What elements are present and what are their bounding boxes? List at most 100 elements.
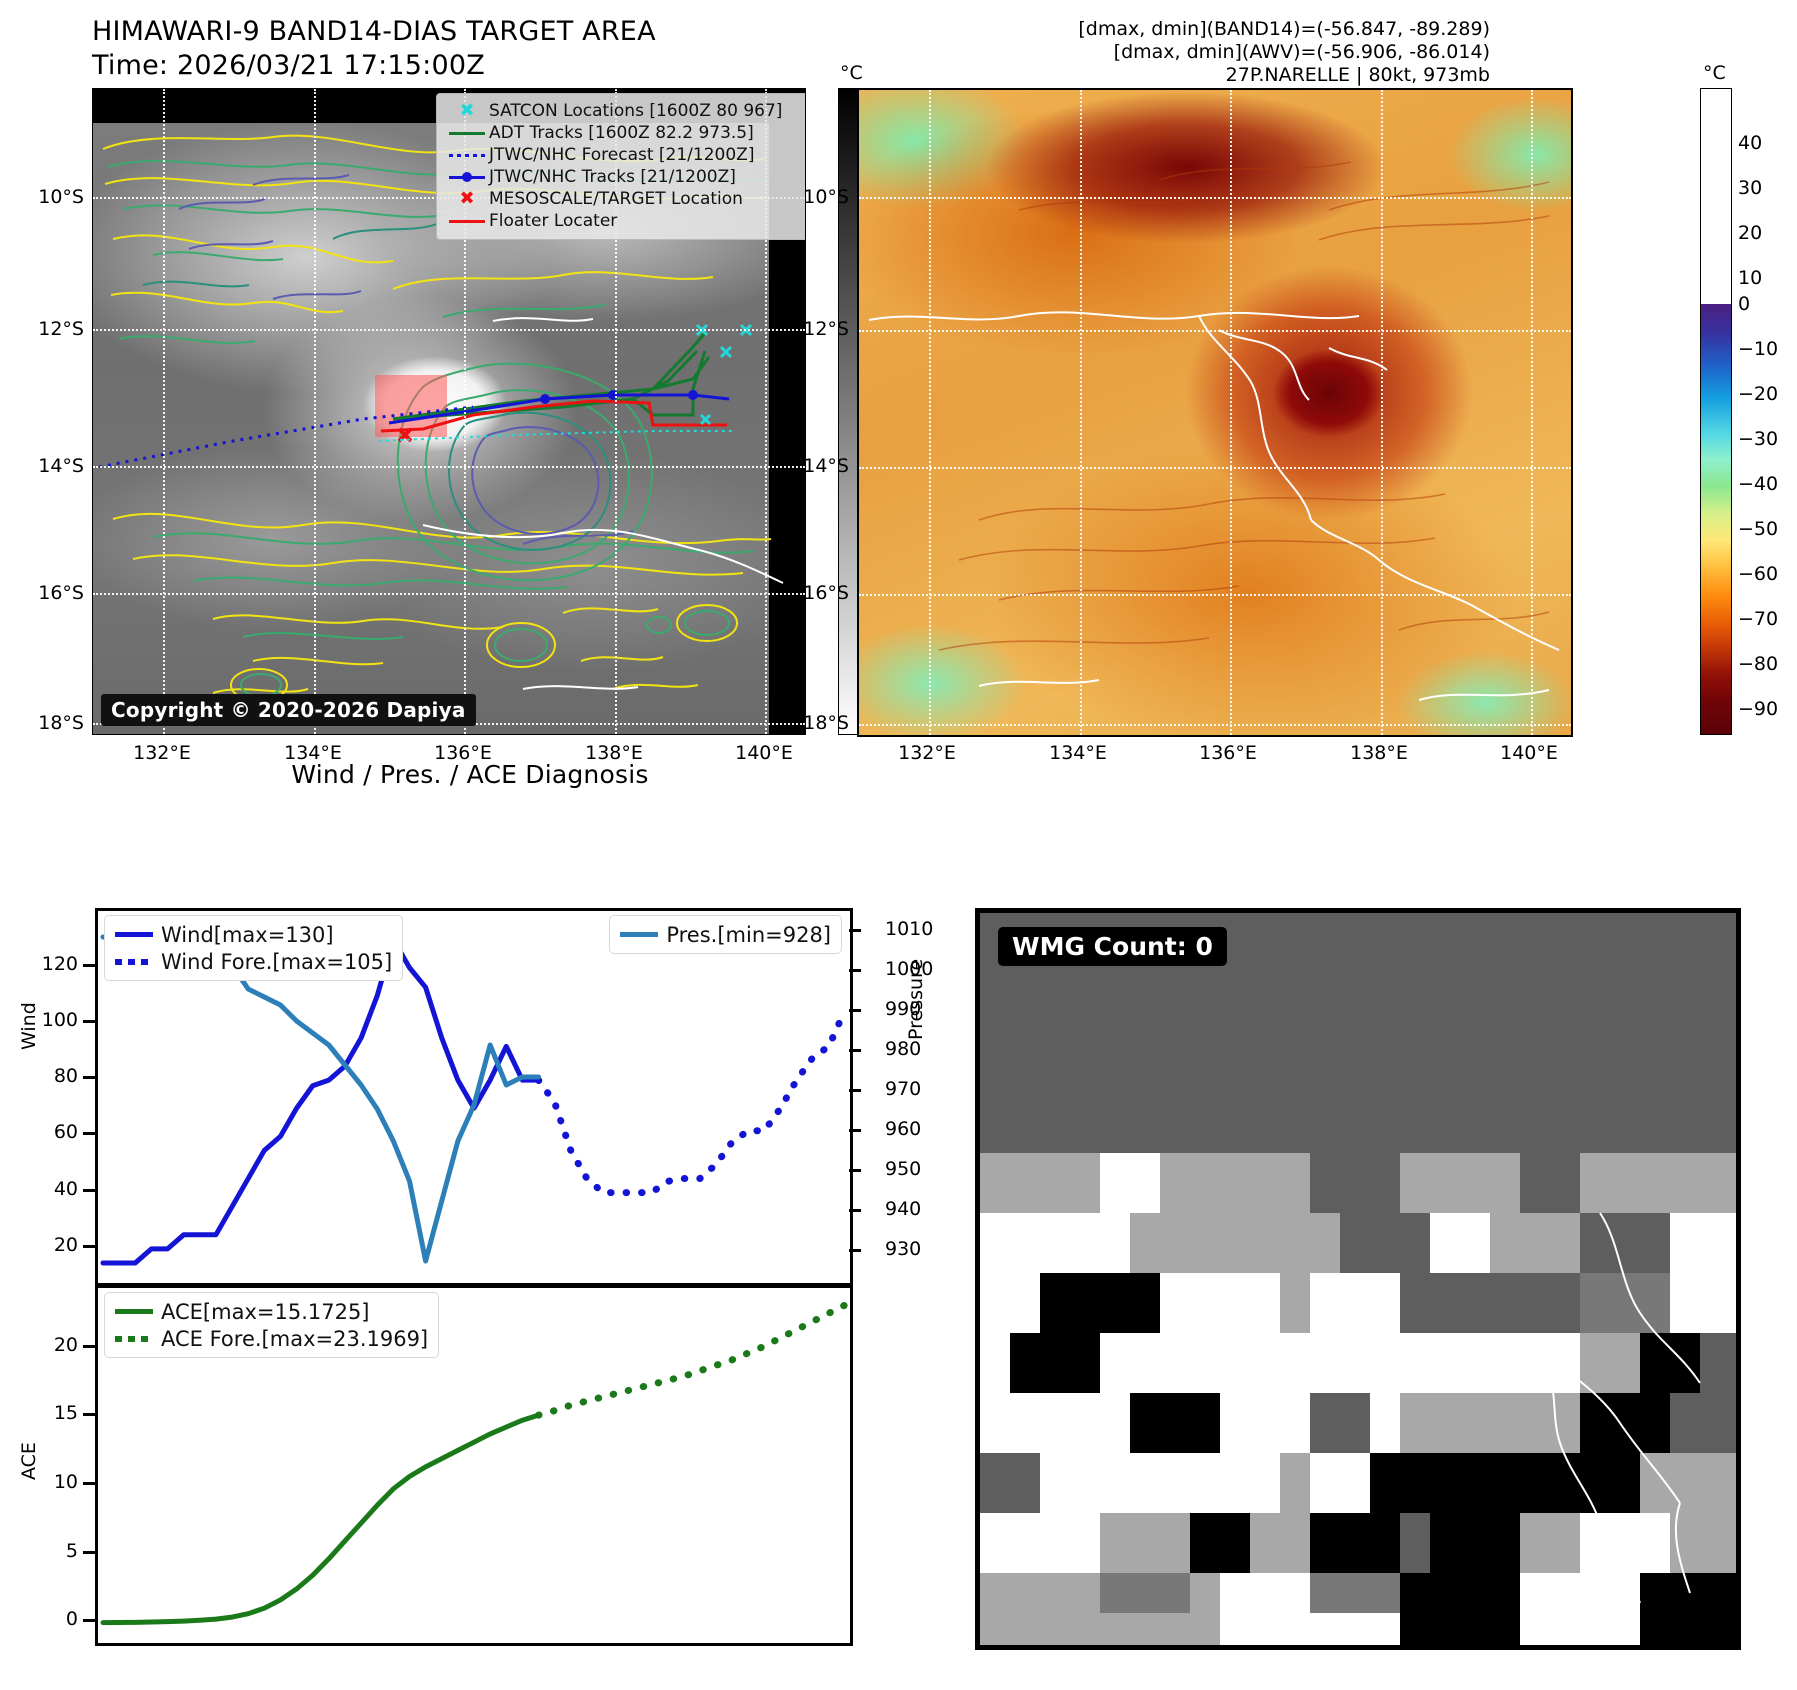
wv-lon-label-140e: 140°E: [1500, 742, 1558, 764]
ir-lon-label-138e: 138°E: [585, 742, 643, 764]
pressure-ytick-960: 960: [885, 1118, 922, 1140]
pressure-ytick-940: 940: [885, 1198, 922, 1220]
page-title: HIMAWARI-9 BAND14-DIAS TARGET AREA: [92, 16, 656, 47]
wv-gridline-lon-134e: [1080, 90, 1082, 735]
legend-label: Pres.[min=928]: [666, 922, 831, 947]
pressure-ytick-1000: 1000: [885, 958, 934, 980]
ir-contour-overlay: [98, 134, 784, 702]
ace-ytick-mark: [83, 1550, 95, 1554]
wv-cb-tick-30: 30: [1738, 177, 1763, 199]
wv-lon-label-138e: 138°E: [1350, 742, 1408, 764]
ir-lat-label-16s: 16°S: [38, 582, 84, 604]
wmg-mosaic: [980, 913, 1736, 1645]
wind-forecast-dotted-icon: [115, 958, 161, 965]
floater-line-icon: [445, 219, 489, 223]
wind-line-icon: [115, 932, 161, 937]
wv-gridline-lon-136e: [1230, 90, 1232, 735]
wind-ytick-100: 100: [41, 1008, 78, 1031]
pressure-ytick-930: 930: [885, 1238, 922, 1260]
ir-lat-label-14s: 14°S: [38, 455, 84, 477]
ace-legend: ACE[max=15.1725] ACE Fore.[max=23.1969]: [104, 1292, 440, 1358]
legend-label: JTWC/NHC Tracks [21/1200Z]: [489, 167, 736, 187]
ir-lat-label-12s: 12°S: [38, 318, 84, 340]
wv-lat-label-10s: 10°S: [803, 186, 849, 208]
wv-gridline-lat-16s: [859, 594, 1571, 596]
wv-lat-label-16s: 16°S: [803, 582, 849, 604]
ace-line-icon: [115, 1309, 161, 1314]
water-vapour-panel[interactable]: [857, 88, 1573, 737]
ir-lon-label-134e: 134°E: [284, 742, 342, 764]
ir-satellite-panel[interactable]: Copyright © 2020-2026 Dapiya ✖ SATCON Lo…: [92, 88, 806, 735]
legend-item-jtwc-forecast[interactable]: JTWC/NHC Forecast [21/1200Z]: [445, 144, 803, 166]
wind-pressure-chart[interactable]: Wind[max=130] Wind Fore.[max=105] Pres.[…: [95, 908, 853, 1286]
wv-gridline-lat-18s: [859, 724, 1571, 726]
wv-cb-tick--50: −50: [1738, 518, 1779, 540]
pressure-ytick-mark: [849, 929, 861, 932]
ir-gridline-lon-132e: [163, 89, 165, 734]
legend-item-satcon[interactable]: ✖ SATCON Locations [1600Z 80 967]: [445, 100, 803, 122]
legend-label: ACE Fore.[max=23.1969]: [161, 1326, 429, 1351]
wv-cb-tick--30: −30: [1738, 428, 1779, 450]
mesoscale-x-icon: ✖: [459, 188, 475, 209]
ir-gridline-lat-12s: [93, 329, 805, 331]
ace-ytick-mark: [83, 1413, 95, 1417]
ace-plot-area: [100, 1301, 849, 1626]
legend-label: JTWC/NHC Forecast [21/1200Z]: [489, 145, 755, 165]
wv-lat-label-12s: 12°S: [803, 318, 849, 340]
legend-item-ace[interactable]: ACE[max=15.1725]: [115, 1298, 428, 1325]
wv-overlay: [868, 161, 1560, 701]
ace-ytick-20: 20: [53, 1333, 78, 1356]
wv-gridline-lat-12s: [859, 330, 1571, 332]
wind-ytick-mark: [83, 1019, 95, 1023]
wv-cb-tick--80: −80: [1738, 653, 1779, 675]
wind-ytick-120: 120: [41, 952, 78, 975]
wv-gridline-lon-140e: [1531, 90, 1533, 735]
pressure-ytick-mark: [849, 1129, 861, 1132]
legend-item-pressure[interactable]: Pres.[min=928]: [620, 921, 831, 948]
ace-ytick-mark: [83, 1344, 95, 1348]
legend-label: ADT Tracks [1600Z 82.2 973.5]: [489, 123, 754, 143]
legend-item-mesoscale-target[interactable]: ✖ MESOSCALE/TARGET Location: [445, 188, 803, 210]
wmg-panel[interactable]: WMG Count: 0: [975, 908, 1741, 1650]
legend-item-floater-locater[interactable]: Floater Locater: [445, 210, 803, 232]
wv-gridline-lon-138e: [1381, 90, 1383, 735]
ir-gridline-lat-14s: [93, 466, 805, 468]
wv-lat-label-14s: 14°S: [803, 455, 849, 477]
pressure-line-icon: [620, 932, 666, 937]
wind-ytick-mark: [83, 1244, 95, 1248]
diagnosis-title: Wind / Pres. / ACE Diagnosis: [291, 760, 649, 789]
legend-item-ace-forecast[interactable]: ACE Fore.[max=23.1969]: [115, 1325, 428, 1352]
pressure-ytick-mark: [849, 1169, 861, 1172]
wv-colorbar-gradient: [1700, 88, 1732, 735]
wv-lon-label-132e: 132°E: [898, 742, 956, 764]
wv-cb-tick--20: −20: [1738, 383, 1779, 405]
wind-ytick-mark: [83, 963, 95, 967]
jtwc-line-marker-icon: [445, 172, 489, 182]
wind-ytick-mark: [83, 1132, 95, 1136]
forecast-dotted-icon: [445, 153, 489, 157]
ace-chart[interactable]: ACE[max=15.1725] ACE Fore.[max=23.1969]: [95, 1285, 853, 1646]
wv-lat-label-18s: 18°S: [803, 712, 849, 734]
legend-item-jtwc-tracks[interactable]: JTWC/NHC Tracks [21/1200Z]: [445, 166, 803, 188]
wind-ytick-60: 60: [53, 1121, 78, 1144]
wind-legend: Wind[max=130] Wind Fore.[max=105]: [104, 915, 404, 981]
wv-gridline-lat-10s: [859, 197, 1571, 199]
ir-lat-label-10s: 10°S: [38, 186, 84, 208]
ir-colorbar-unit: °C: [840, 62, 863, 84]
pressure-ytick-mark: [849, 1049, 861, 1052]
pressure-ytick-970: 970: [885, 1078, 922, 1100]
legend-item-adt-tracks[interactable]: ADT Tracks [1600Z 82.2 973.5]: [445, 122, 803, 144]
wind-ytick-20: 20: [53, 1233, 78, 1256]
adt-line-icon: [445, 131, 489, 135]
ir-gridline-lon-134e: [314, 89, 316, 734]
wmg-count-badge: WMG Count: 0: [998, 927, 1227, 966]
legend-item-wind-forecast[interactable]: Wind Fore.[max=105]: [115, 948, 392, 975]
pressure-legend: Pres.[min=928]: [609, 915, 842, 954]
legend-item-wind[interactable]: Wind[max=130]: [115, 921, 392, 948]
dmax-dmin-band14: [dmax, dmin](BAND14)=(-56.847, -89.289): [1078, 18, 1490, 40]
wv-cb-tick-20: 20: [1738, 222, 1763, 244]
pressure-ytick-mark: [849, 1209, 861, 1212]
legend-label: MESOSCALE/TARGET Location: [489, 189, 743, 209]
pressure-ytick-mark: [849, 1009, 861, 1012]
